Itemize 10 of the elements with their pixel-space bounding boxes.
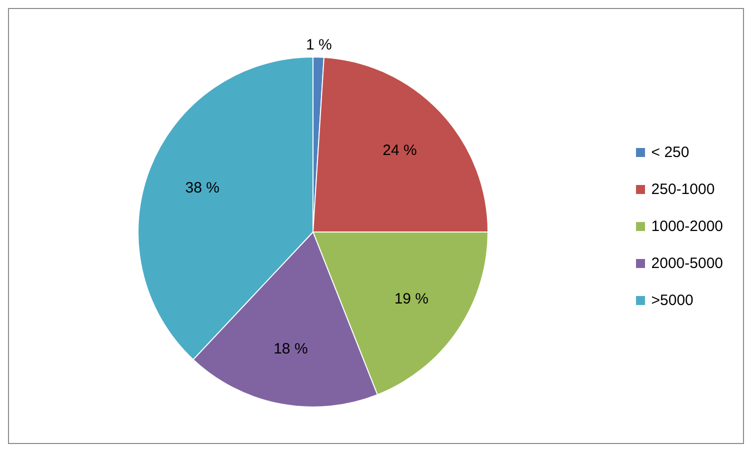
data-label: 18 % bbox=[274, 340, 308, 358]
data-label: 24 % bbox=[382, 142, 417, 160]
data-label: 1 % bbox=[306, 36, 332, 54]
legend-label: 250-1000 bbox=[651, 180, 715, 198]
legend-label: 2000-5000 bbox=[651, 254, 723, 272]
legend-label: 1000-2000 bbox=[651, 218, 723, 234]
data-label: 38 % bbox=[185, 180, 220, 197]
legend-label: < 250 bbox=[651, 144, 690, 160]
data-label: 19 % bbox=[394, 290, 429, 308]
legend-label: >5000 bbox=[651, 292, 694, 308]
